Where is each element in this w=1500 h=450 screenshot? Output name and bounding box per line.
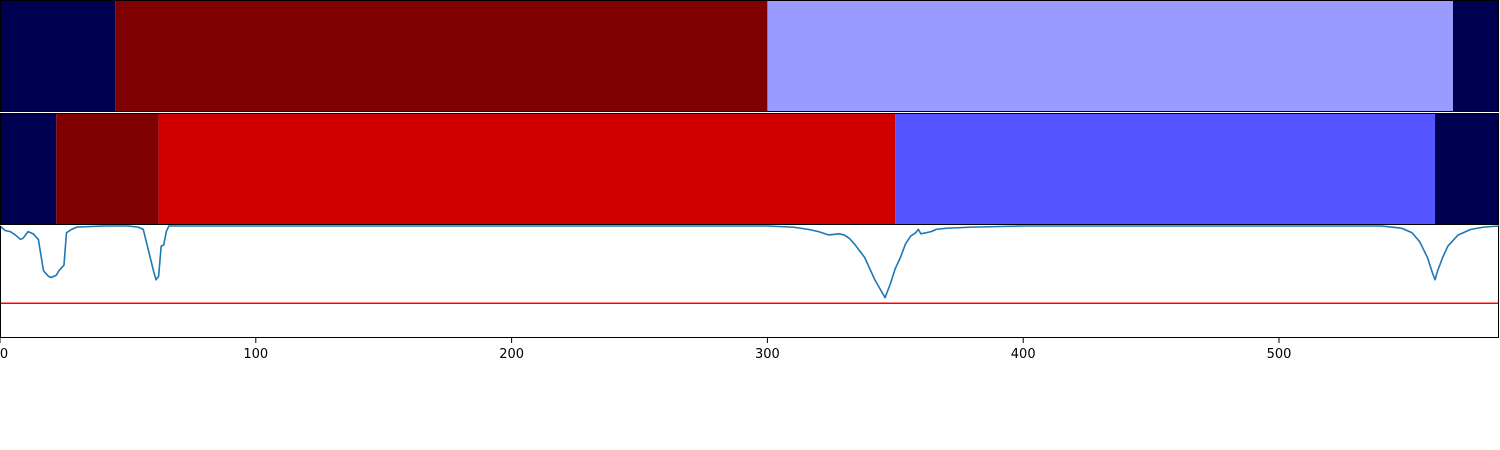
x-axis: 0 100 200 300 400 500	[0, 338, 1291, 362]
x-tick-label-500: 500	[1267, 347, 1292, 362]
segmentation-strips	[0, 0, 1499, 225]
strip-1-segment-2	[115, 0, 768, 112]
line-panel	[0, 225, 1500, 338]
strip-2-segment-4	[895, 113, 1436, 225]
strip-1-segment-3	[767, 0, 1453, 112]
strip-1-segment-4	[1452, 0, 1499, 112]
strip-1-frame	[0, 0, 1499, 112]
x-tick-label-400: 400	[1011, 347, 1036, 362]
line-panel-background	[0, 226, 1499, 338]
strip-2-segment-2	[56, 113, 159, 225]
x-tick-label-0: 0	[0, 347, 8, 362]
strip-2-segment-1	[0, 113, 57, 225]
strip-2-frame	[0, 113, 1499, 225]
x-tick-label-300: 300	[755, 347, 780, 362]
strip-2-segment-3	[158, 113, 896, 225]
x-tick-label-200: 200	[499, 347, 524, 362]
series-line	[0, 225, 1500, 299]
strip-1-segment-1	[0, 0, 116, 112]
x-tick-label-100: 100	[243, 347, 268, 362]
strip-2-segment-5	[1435, 113, 1499, 225]
